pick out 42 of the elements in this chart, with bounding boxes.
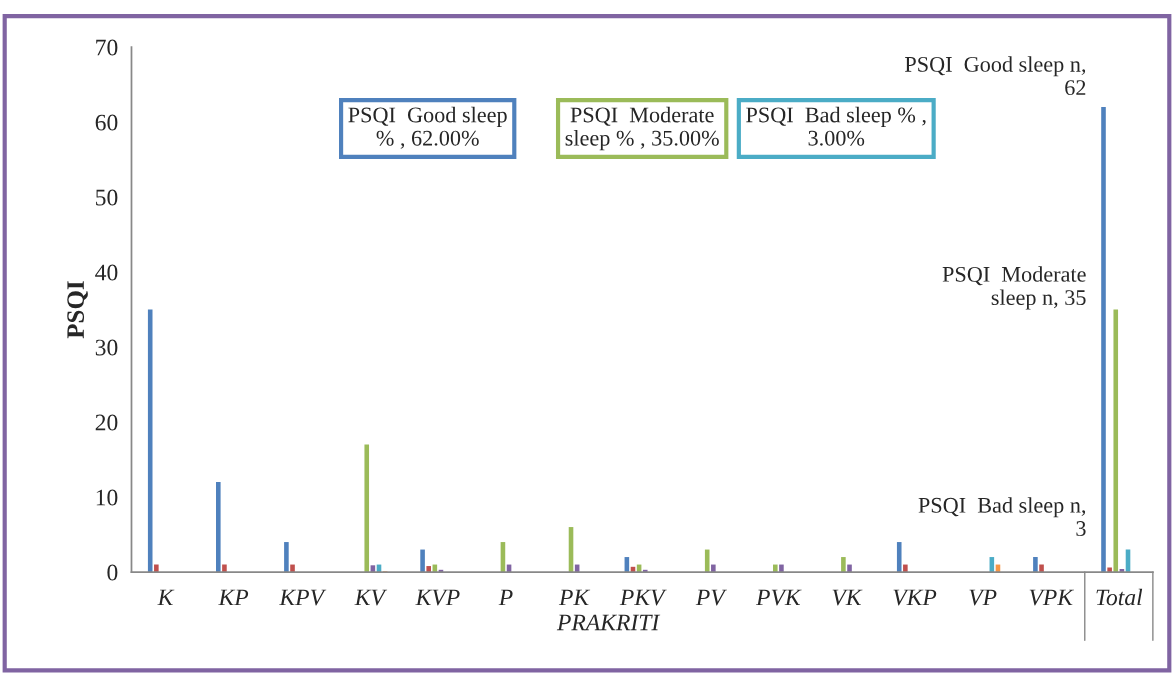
bar xyxy=(147,309,153,573)
bar xyxy=(896,542,902,573)
y-tick-label: 60 xyxy=(95,114,118,131)
annotation: PSQI Good sleep n, 62 xyxy=(905,56,1086,96)
bar xyxy=(284,542,289,573)
bar xyxy=(1101,107,1106,573)
x-tick-label: VP xyxy=(969,589,997,606)
x-tick-label: KP xyxy=(218,589,249,606)
x-tick-label: KV xyxy=(354,589,388,606)
annotation: PSQI Bad sleep n, 3 xyxy=(918,497,1086,537)
x-axis-title: PRAKRITI xyxy=(556,614,661,631)
bar xyxy=(704,549,710,573)
x-tick-label: KVP xyxy=(415,589,460,606)
x-tick-label: P xyxy=(498,589,513,606)
y-tick-label: 30 xyxy=(95,339,118,356)
x-tick-label: PKV xyxy=(619,589,667,606)
annotation: PSQI Moderate sleep n, 35 xyxy=(942,266,1086,310)
x-tick-label: PK xyxy=(558,589,591,606)
y-tick-label: 70 xyxy=(96,39,118,56)
y-axis-title: PSQI xyxy=(67,281,88,339)
x-tick-label: K xyxy=(157,589,175,606)
x-tick-label: VPK xyxy=(1029,589,1075,606)
x-tick-label: VKP xyxy=(893,589,937,606)
bar xyxy=(1033,557,1038,573)
x-tick-label: PVK xyxy=(755,589,802,606)
y-tick-label: 40 xyxy=(95,264,118,281)
x-tick-label: PV xyxy=(695,589,727,606)
y-tick-label: 10 xyxy=(96,489,118,506)
x-tick-label: VK xyxy=(832,589,863,606)
bar xyxy=(216,482,221,573)
bar xyxy=(420,549,425,573)
y-tick-label: 0 xyxy=(107,564,118,581)
x-tick-label: KPV xyxy=(279,589,327,606)
annotation: PSQI Bad sleep % , 3.00% xyxy=(746,106,926,146)
bar xyxy=(1113,309,1119,573)
y-tick-label: 50 xyxy=(96,189,118,206)
bar xyxy=(841,557,846,573)
y-tick-label: 20 xyxy=(95,414,118,431)
bar xyxy=(364,444,370,573)
x-tick-label: Total xyxy=(1096,588,1143,606)
annotation: PSQI Good sleep % , 62.00% xyxy=(348,106,507,149)
annotation: PSQI Moderate sleep % , 35.00% xyxy=(565,106,719,151)
